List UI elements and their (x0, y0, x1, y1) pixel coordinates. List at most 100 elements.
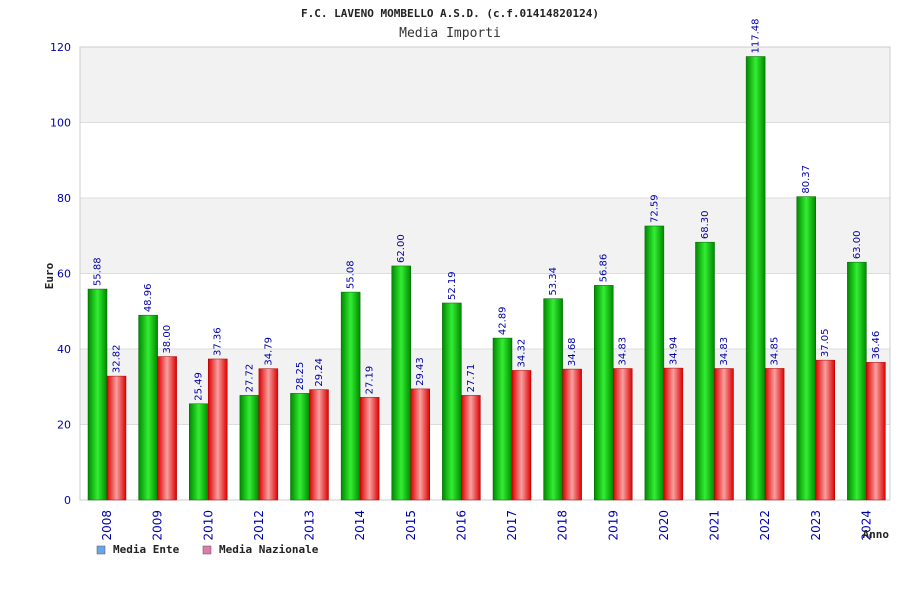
data-label-media-ente: 55.08 (346, 260, 357, 289)
x-tick-label: 2023 (809, 510, 823, 541)
y-axis-ticks: 0 20 40 60 80 100 120 (50, 41, 71, 507)
x-tick-label: 2009 (151, 510, 165, 541)
y-tick-label: 80 (57, 192, 71, 205)
y-tick-label: 20 (57, 419, 71, 432)
bar-media-ente (745, 56, 766, 501)
x-tick-label: 2014 (353, 510, 367, 541)
y-tick-label: 40 (57, 343, 71, 356)
bar-media-ente (239, 395, 260, 501)
data-label-media-nazionale: 37.36 (213, 327, 224, 356)
bar-media-ente (189, 403, 209, 501)
data-label-media-nazionale: 36.46 (871, 331, 882, 360)
bar-media-nazionale (106, 375, 127, 501)
grid-band (80, 273, 890, 349)
data-label-media-nazionale: 27.71 (466, 364, 477, 393)
x-tick-label: 2010 (201, 510, 215, 541)
x-tick-label: 2024 (859, 510, 873, 541)
data-label-media-ente: 27.72 (244, 364, 255, 393)
bar-media-nazionale (258, 368, 279, 501)
data-label-media-ente: 52.19 (447, 271, 458, 300)
bar-media-ente (796, 196, 816, 501)
data-label-media-nazionale: 34.32 (517, 339, 528, 368)
data-label-media-nazionale: 27.19 (365, 366, 376, 395)
x-tick-label: 2015 (404, 510, 418, 541)
x-tick-label: 2020 (657, 510, 671, 541)
data-label-media-nazionale: 34.85 (770, 337, 781, 366)
bar-media-ente (340, 291, 361, 501)
data-label-media-ente: 25.49 (194, 372, 205, 401)
data-label-media-ente: 68.30 (700, 211, 711, 240)
bar-media-nazionale (359, 397, 380, 501)
legend-label-media-nazionale: Media Nazionale (219, 543, 319, 556)
x-tick-label: 2018 (556, 510, 570, 541)
data-label-media-ente: 55.88 (93, 257, 104, 286)
bar-media-nazionale (208, 358, 228, 501)
data-label-media-ente: 62.00 (396, 234, 407, 263)
x-tick-label: 2008 (100, 510, 114, 541)
x-tick-label: 2013 (303, 510, 317, 541)
x-tick-label: 2021 (708, 510, 722, 541)
x-axis-ticks: 2008 2009 2010 2012 2013 2014 2015 2016 2017 2018… (100, 510, 873, 541)
data-label-media-ente: 48.96 (143, 284, 154, 313)
y-tick-label: 120 (50, 41, 71, 54)
bar-media-nazionale (613, 368, 633, 501)
grid-band (80, 47, 890, 123)
bar-media-ente (847, 261, 867, 501)
data-label-media-ente: 117.48 (751, 19, 762, 54)
legend-label-media-ente: Media Ente (113, 543, 180, 556)
legend-swatch-media-ente (96, 545, 106, 555)
data-label-media-nazionale: 29.24 (314, 358, 325, 387)
data-label-media-nazionale: 32.82 (112, 344, 123, 373)
bar-media-nazionale (511, 370, 532, 501)
data-label-media-ente: 56.86 (599, 254, 610, 283)
bar-media-ente (138, 314, 158, 501)
y-axis-label: Euro (43, 262, 56, 289)
chart-title: F.C. LAVENO MOMBELLO A.S.D. (c.f.0141482… (301, 7, 599, 20)
bar-media-ente (644, 225, 665, 501)
data-label-media-nazionale: 34.79 (263, 337, 274, 366)
legend-swatch-media-nazionale (202, 545, 212, 555)
chart-subtitle: Media Importi (399, 26, 501, 41)
bar-media-nazionale (866, 362, 886, 501)
bar-media-ente (391, 265, 411, 501)
legend: Media Ente Media Nazionale (96, 543, 319, 556)
bar-media-ente (87, 288, 108, 501)
data-label-media-ente: 80.37 (801, 165, 812, 194)
x-tick-label: 2012 (252, 510, 266, 541)
data-label-media-nazionale: 34.68 (567, 337, 578, 366)
bar-media-nazionale (815, 359, 835, 501)
bar-media-nazionale (714, 368, 734, 501)
grid-band (80, 122, 890, 198)
bar-media-nazionale (410, 388, 430, 501)
data-label-media-ente: 42.89 (498, 306, 509, 335)
bar-media-ente (543, 298, 563, 501)
data-label-media-nazionale: 38.00 (162, 325, 173, 354)
data-label-media-nazionale: 34.83 (618, 337, 629, 366)
bar-media-nazionale (562, 368, 582, 501)
bar-media-ente (290, 393, 310, 501)
x-tick-label: 2019 (606, 510, 620, 541)
data-label-media-ente: 72.59 (649, 194, 660, 223)
data-label-media-ente: 53.34 (548, 267, 559, 296)
bar-media-nazionale (309, 389, 329, 501)
data-label-media-nazionale: 37.05 (820, 328, 831, 357)
bar-media-ente (695, 241, 715, 501)
y-tick-label: 0 (64, 494, 71, 507)
y-tick-label: 100 (50, 117, 71, 130)
x-tick-label: 2017 (505, 510, 519, 541)
x-axis-label: Anno (863, 528, 890, 541)
bar-media-nazionale (461, 395, 481, 501)
data-label-media-ente: 63.00 (852, 231, 863, 260)
y-tick-label: 60 (57, 268, 71, 281)
bar-media-ente (594, 285, 614, 501)
bar-media-nazionale (663, 367, 684, 501)
data-label-media-nazionale: 29.43 (415, 357, 426, 386)
bar-media-nazionale (764, 368, 785, 501)
x-tick-label: 2022 (758, 510, 772, 541)
bar-media-ente (442, 302, 462, 501)
grid-band (80, 198, 890, 274)
data-labels: 55.88 32.82 48.96 38.00 25.49 37.36 27.72 34.79… (93, 19, 882, 401)
data-label-media-ente: 28.25 (295, 362, 306, 391)
bar-media-ente (492, 337, 513, 501)
